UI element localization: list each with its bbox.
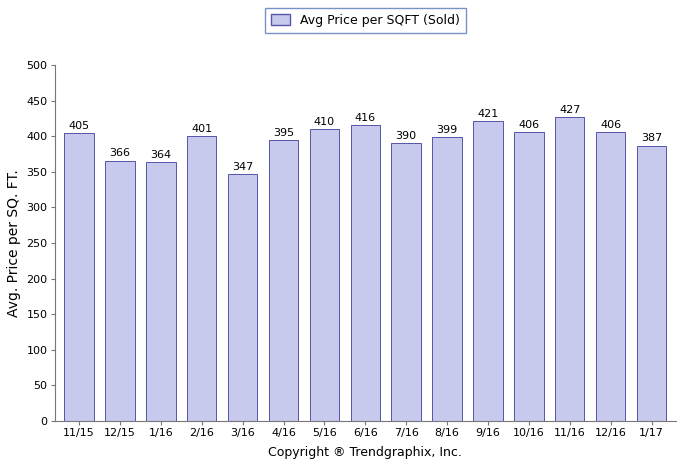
Bar — [596, 132, 626, 421]
Text: 416: 416 — [354, 113, 376, 123]
Bar — [228, 174, 257, 421]
Text: 406: 406 — [600, 120, 622, 130]
Text: 401: 401 — [191, 123, 212, 134]
Text: 410: 410 — [314, 117, 335, 127]
Text: 366: 366 — [109, 149, 130, 158]
Text: 387: 387 — [641, 133, 662, 144]
Text: 364: 364 — [150, 150, 171, 160]
Bar — [350, 125, 380, 421]
X-axis label: Copyright ® Trendgraphix, Inc.: Copyright ® Trendgraphix, Inc. — [268, 446, 462, 459]
Y-axis label: Avg. Price per SQ. FT.: Avg. Price per SQ. FT. — [7, 169, 21, 317]
Bar — [637, 145, 666, 421]
Text: 395: 395 — [273, 128, 294, 138]
Bar — [105, 161, 135, 421]
Bar — [309, 129, 339, 421]
Text: 421: 421 — [477, 110, 499, 119]
Text: 347: 347 — [232, 162, 253, 172]
Legend: Avg Price per SQFT (Sold): Avg Price per SQFT (Sold) — [265, 7, 466, 33]
Bar — [514, 132, 544, 421]
Text: 390: 390 — [395, 131, 417, 141]
Text: 405: 405 — [68, 121, 89, 130]
Bar — [64, 133, 94, 421]
Text: 427: 427 — [559, 105, 581, 115]
Text: 399: 399 — [436, 125, 458, 135]
Bar — [269, 140, 298, 421]
Bar — [555, 117, 585, 421]
Bar — [391, 144, 421, 421]
Bar — [187, 136, 217, 421]
Bar — [473, 122, 503, 421]
Text: 406: 406 — [518, 120, 540, 130]
Bar — [146, 162, 176, 421]
Bar — [432, 137, 462, 421]
